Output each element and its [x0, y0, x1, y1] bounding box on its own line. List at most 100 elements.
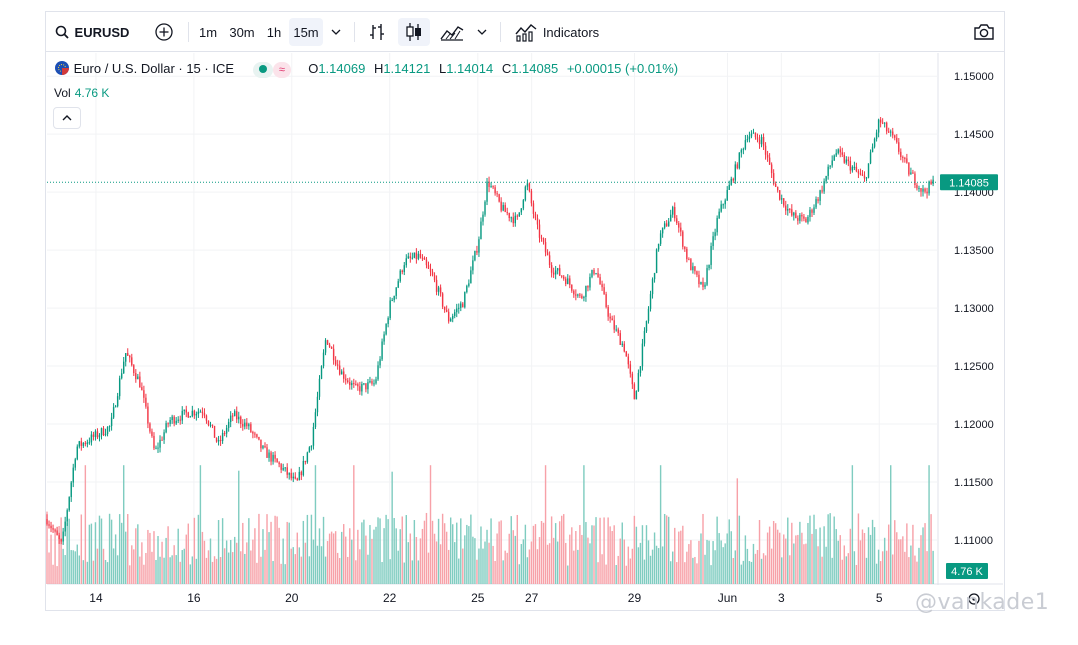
- volume-bar[interactable]: [149, 532, 151, 584]
- volume-bar[interactable]: [716, 516, 718, 584]
- volume-bar[interactable]: [108, 513, 111, 584]
- candle-body[interactable]: [363, 383, 365, 385]
- volume-bar[interactable]: [843, 545, 846, 584]
- candle-body[interactable]: [270, 452, 272, 462]
- candle-body[interactable]: [807, 216, 809, 223]
- volume-bar[interactable]: [357, 529, 359, 584]
- candle-body[interactable]: [617, 329, 619, 334]
- volume-bar[interactable]: [847, 553, 850, 584]
- volume-bar[interactable]: [661, 546, 664, 584]
- volume-bar[interactable]: [462, 548, 464, 584]
- volume-bar[interactable]: [877, 549, 880, 584]
- candle-body[interactable]: [375, 379, 377, 384]
- candle-body[interactable]: [694, 266, 696, 272]
- candle-body[interactable]: [169, 419, 171, 424]
- volume-bar[interactable]: [916, 561, 918, 584]
- candle-body[interactable]: [60, 539, 62, 542]
- candle-body[interactable]: [264, 445, 266, 448]
- volume-bar[interactable]: [112, 548, 115, 584]
- volume-bar[interactable]: [623, 539, 625, 584]
- candle-body[interactable]: [524, 186, 527, 201]
- volume-bar[interactable]: [118, 514, 121, 584]
- volume-bar[interactable]: [447, 549, 450, 584]
- candle-body[interactable]: [179, 419, 181, 421]
- candle-body[interactable]: [623, 343, 625, 352]
- candle-body[interactable]: [308, 447, 311, 453]
- volume-bar[interactable]: [752, 543, 755, 584]
- candle-body[interactable]: [86, 442, 89, 445]
- candle-body[interactable]: [932, 179, 934, 184]
- volume-bar[interactable]: [811, 533, 813, 584]
- candle-body[interactable]: [338, 365, 341, 375]
- candle-body[interactable]: [686, 248, 688, 260]
- volume-bar[interactable]: [52, 564, 54, 584]
- volume-bar[interactable]: [207, 550, 210, 584]
- volume-bar[interactable]: [191, 556, 194, 584]
- volume-bar[interactable]: [518, 564, 521, 584]
- volume-bar[interactable]: [405, 515, 407, 584]
- volume-bar[interactable]: [234, 536, 236, 584]
- volume-bar[interactable]: [885, 550, 888, 584]
- candle-body[interactable]: [294, 476, 296, 479]
- candle-body[interactable]: [90, 434, 93, 443]
- volume-bar[interactable]: [217, 520, 220, 584]
- candle-body[interactable]: [102, 428, 105, 436]
- candle-body[interactable]: [345, 378, 347, 381]
- candle-body[interactable]: [831, 160, 833, 166]
- volume-bar[interactable]: [122, 465, 125, 584]
- candle-body[interactable]: [108, 426, 111, 428]
- volume-bar[interactable]: [768, 526, 771, 584]
- volume-bar[interactable]: [785, 538, 787, 584]
- candle-body[interactable]: [748, 136, 751, 140]
- volume-bar[interactable]: [488, 542, 490, 584]
- candle-body[interactable]: [351, 383, 353, 386]
- candle-body[interactable]: [873, 138, 876, 147]
- candle-body[interactable]: [665, 223, 668, 227]
- volume-bar[interactable]: [409, 533, 412, 584]
- candle-body[interactable]: [458, 307, 460, 309]
- volume-bar[interactable]: [758, 519, 761, 584]
- volume-bar[interactable]: [542, 522, 545, 584]
- candle-body[interactable]: [379, 359, 381, 366]
- candle-body[interactable]: [371, 381, 373, 384]
- candle-body[interactable]: [573, 290, 575, 295]
- volume-bar[interactable]: [425, 512, 428, 584]
- candle-body[interactable]: [587, 285, 589, 288]
- candle-body[interactable]: [498, 194, 500, 202]
- volume-bar[interactable]: [841, 559, 843, 584]
- volume-bar[interactable]: [167, 526, 169, 584]
- candle-body[interactable]: [627, 356, 630, 365]
- candle-body[interactable]: [663, 223, 666, 228]
- volume-bar[interactable]: [379, 518, 381, 584]
- volume-bar[interactable]: [219, 557, 222, 584]
- volume-bar[interactable]: [159, 556, 161, 584]
- candle-body[interactable]: [793, 212, 795, 216]
- volume-bar[interactable]: [498, 521, 500, 584]
- candle-body[interactable]: [732, 178, 734, 181]
- candle-body[interactable]: [209, 424, 212, 426]
- candle-body[interactable]: [887, 131, 890, 133]
- volume-bar[interactable]: [762, 553, 765, 584]
- candle-body[interactable]: [776, 186, 779, 191]
- candle-body[interactable]: [770, 164, 773, 174]
- candle-body[interactable]: [898, 142, 900, 152]
- candle-body[interactable]: [631, 373, 634, 385]
- candle-body[interactable]: [928, 181, 930, 194]
- volume-bar[interactable]: [173, 545, 175, 584]
- volume-bar[interactable]: [48, 552, 50, 584]
- volume-bar[interactable]: [881, 551, 884, 584]
- volume-bar[interactable]: [248, 518, 250, 584]
- volume-bar[interactable]: [732, 558, 734, 584]
- candle-body[interactable]: [401, 270, 403, 273]
- candle-body[interactable]: [48, 524, 50, 526]
- candle-body[interactable]: [783, 198, 785, 206]
- candle-body[interactable]: [227, 421, 230, 428]
- volume-bar[interactable]: [621, 522, 623, 584]
- candle-body[interactable]: [514, 215, 516, 224]
- candle-body[interactable]: [431, 271, 434, 276]
- candle-body[interactable]: [122, 361, 125, 374]
- volume-bar[interactable]: [343, 524, 345, 584]
- volume-bar[interactable]: [201, 531, 204, 584]
- volume-bar[interactable]: [797, 534, 799, 584]
- candle-body[interactable]: [389, 300, 391, 319]
